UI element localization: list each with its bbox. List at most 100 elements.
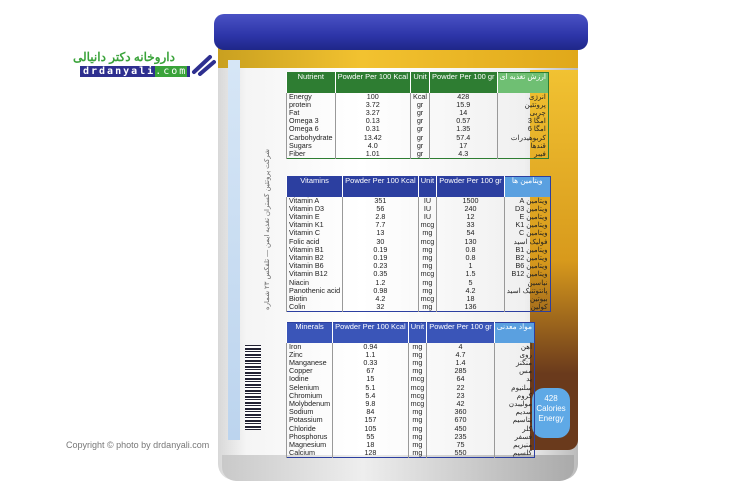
table-row: Omega 6 0.31 gr 1.35 امگا 6: [286, 125, 549, 134]
table-cell: mcg: [417, 270, 437, 279]
table-cell: Molybdenum: [285, 399, 333, 409]
table-cell: کلسیم: [493, 449, 535, 458]
table-cell: ویتامین A: [503, 196, 551, 205]
table-cell: ید: [493, 375, 535, 384]
table-cell: کلر: [493, 424, 535, 433]
table-row: Magnesium 18 mg 75 منیزیم: [285, 440, 535, 450]
table-cell: روی: [493, 350, 535, 359]
table-cell: Selenium: [285, 383, 333, 392]
table-cell: Potassium: [285, 416, 333, 425]
table-cell: 3.27: [334, 108, 411, 118]
table-row: Niacin 1.2 mg 5 نیاسین: [285, 278, 551, 287]
table-cell: 5.1: [332, 383, 409, 392]
table-row: Vitamin D3 56 IU 240 ویتامین D3: [285, 204, 551, 213]
table-row: Omega 3 0.13 gr 0.57 امگا 3: [286, 116, 549, 126]
calories-badge: 428 Calories Energy: [532, 388, 570, 438]
table-cell: Copper: [285, 366, 333, 376]
table-cell: 128: [332, 449, 409, 458]
table-row: Manganese 0.33 mg 1.4 منگنز: [285, 358, 535, 368]
table-row: Potassium 157 mg 670 پتاسیم: [285, 416, 535, 425]
table-row: Molybdenum 9.8 mcg 42 مولیبدن: [285, 399, 535, 409]
table-cell: 0.31: [334, 125, 411, 134]
column-header: Unit: [407, 322, 427, 343]
table-cell: 0.19: [342, 245, 419, 254]
table-cell: gr: [410, 116, 430, 126]
table-cell: 1.5: [436, 270, 505, 279]
table-cell: 57.4: [429, 133, 498, 142]
table-row: Selenium 5.1 mcg 22 سلنیوم: [285, 383, 535, 392]
table-cell: 4.7: [426, 350, 495, 359]
table-cell: پانتوتنیک اسید: [503, 286, 551, 295]
table-row: Sugars 4.0 gr 17 قندها: [286, 141, 549, 150]
column-header: Powder Per 100 gr: [426, 322, 495, 343]
table-cell: 4.2: [342, 294, 419, 304]
table-row: Biotin 4.2 mcg 18 بیوتین: [285, 294, 551, 304]
column-header: Vitamins: [285, 176, 343, 197]
table-row: Vitamin B6 0.23 mg 1 ویتامین B6: [285, 261, 551, 271]
barcode: [245, 345, 261, 430]
table-cell: Colin: [285, 303, 343, 312]
table-cell: Chloride: [285, 424, 333, 433]
table-cell: ویتامین K1: [503, 220, 551, 230]
table-cell: 105: [332, 424, 409, 433]
table-cell: mcg: [417, 220, 437, 230]
table-cell: Folic acid: [285, 237, 343, 246]
column-header: Minerals: [285, 322, 333, 343]
table-cell: 240: [436, 204, 505, 213]
table-row: Sodium 84 mg 360 سدیم: [285, 407, 535, 417]
column-header: Powder Per 100 gr: [436, 176, 505, 197]
table-cell: mcg: [407, 399, 427, 409]
table-cell: gr: [410, 133, 430, 142]
table-cell: 32: [342, 303, 419, 312]
table-row: Vitamin B2 0.19 mg 0.8 ویتامین B2: [285, 253, 551, 263]
table-row: Carbohydrate 13.42 gr 57.4 کربوهیدرات: [286, 133, 549, 142]
column-header: ویتامین ها: [503, 176, 551, 197]
vitamins-table: Vitamins Powder Per 100 Kcal Unit Powder Pe…: [285, 176, 551, 313]
table-cell: mg: [407, 424, 427, 433]
badge-value: 428: [544, 394, 558, 403]
table-cell: gr: [410, 125, 430, 134]
table-cell: 1.35: [429, 125, 498, 134]
table-cell: Phosphorus: [285, 432, 333, 441]
nutrient-table: Nutrient Powder Per 100 Kcal Unit Powder Pe…: [286, 72, 549, 160]
table-cell: 54: [436, 229, 505, 238]
table-cell: مس: [493, 366, 535, 376]
table-cell: mcg: [407, 383, 427, 392]
table-cell: ویتامین D3: [503, 204, 551, 213]
table-cell: 670: [426, 416, 495, 425]
table-cell: Fiber: [286, 149, 336, 159]
table-cell: 17: [429, 141, 498, 150]
table-cell: 0.8: [436, 253, 505, 263]
table-cell: mcg: [407, 375, 427, 384]
table-cell: 4.2: [436, 286, 505, 295]
table-cell: پروتئین: [496, 100, 549, 109]
table-row: Vitamin E 2.8 IU 12 ویتامین E: [285, 212, 551, 222]
logo-domain-name: drdanyali: [83, 66, 156, 77]
table-cell: منیزیم: [493, 440, 535, 450]
table-cell: 23: [426, 391, 495, 400]
badge-label: Calories: [536, 404, 566, 413]
table-cell: منگنز: [493, 358, 535, 368]
table-cell: 5.4: [332, 391, 409, 400]
copyright-text: Copyright © photo by drdanyali.com: [66, 440, 210, 450]
table-cell: Kcal: [410, 92, 430, 101]
table-cell: 7.7: [342, 220, 419, 230]
badge-label-2: Energy: [538, 414, 564, 423]
table-cell: mg: [417, 278, 437, 287]
table-row: Calcium 128 mg 550 کلسیم: [285, 449, 535, 458]
table-cell: 1.01: [334, 149, 411, 159]
table-cell: Vitamin B12: [285, 270, 343, 279]
table-row: protein 3.72 gr 15.9 پروتئین: [286, 100, 549, 109]
table-cell: 0.94: [332, 342, 409, 351]
table-row: Folic acid 30 mcg 130 فولیک اسید: [285, 237, 551, 246]
table-cell: ویتامین B2: [503, 253, 551, 263]
table-cell: 5: [436, 278, 505, 287]
table-cell: mcg: [417, 294, 437, 304]
table-cell: Vitamin E: [285, 212, 343, 222]
table-cell: کربوهیدرات: [496, 133, 549, 142]
table-cell: 13.42: [334, 133, 411, 142]
table-cell: Vitamin K1: [285, 220, 343, 230]
table-cell: 64: [426, 375, 495, 384]
table-cell: mg: [407, 432, 427, 441]
manufacturer-text: شرکت پروتئین گستران تغذیه ایمن — تلفکس ۲…: [264, 148, 271, 310]
